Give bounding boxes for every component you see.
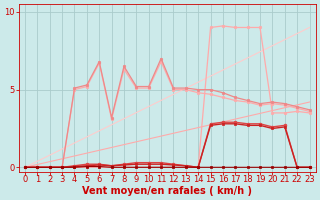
X-axis label: Vent moyen/en rafales ( km/h ): Vent moyen/en rafales ( km/h ) [82,186,252,196]
